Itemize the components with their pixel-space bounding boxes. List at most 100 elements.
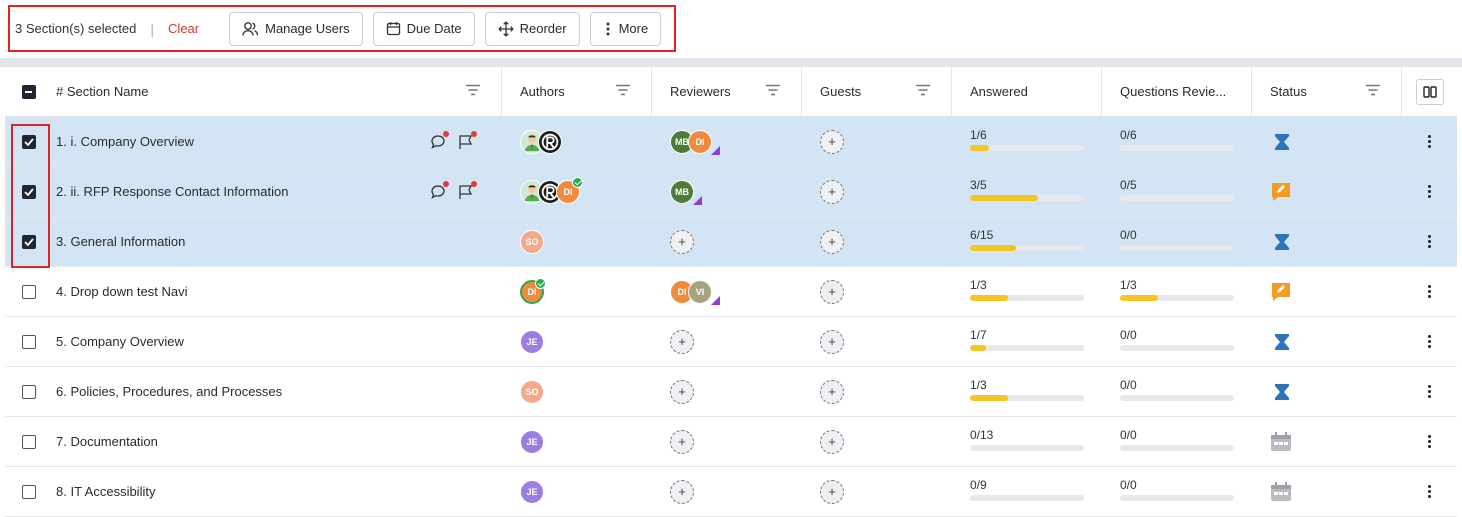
authors-cell[interactable]: DI bbox=[502, 267, 652, 316]
table-row[interactable]: 1. i. Company Overview MB DI +1/6 0/6 bbox=[5, 117, 1457, 167]
comment-icon[interactable] bbox=[430, 181, 449, 203]
row-menu-icon[interactable] bbox=[1428, 385, 1431, 398]
authors-cell[interactable] bbox=[502, 117, 652, 166]
reviewers-cell[interactable]: + bbox=[652, 467, 802, 516]
filter-icon[interactable] bbox=[1365, 84, 1381, 96]
authors-cell[interactable]: JE bbox=[502, 317, 652, 366]
section-name[interactable]: 6. Policies, Procedures, and Processes bbox=[56, 384, 283, 399]
row-menu-icon[interactable] bbox=[1428, 435, 1431, 448]
filter-icon[interactable] bbox=[765, 84, 781, 96]
row-menu-icon[interactable] bbox=[1428, 335, 1431, 348]
table-row[interactable]: 7. Documentation JE + +0/13 0/0 bbox=[5, 417, 1457, 467]
section-name-cell[interactable]: 8. IT Accessibility bbox=[52, 467, 502, 516]
header-answered[interactable]: Answered bbox=[952, 67, 1102, 116]
row-menu-icon[interactable] bbox=[1428, 135, 1431, 148]
filter-icon[interactable] bbox=[465, 84, 481, 96]
row-checkbox[interactable] bbox=[21, 484, 36, 499]
section-name-cell[interactable]: 3. General Information bbox=[52, 217, 502, 266]
add-guest-button[interactable]: + bbox=[820, 479, 844, 504]
section-name[interactable]: 4. Drop down test Navi bbox=[56, 284, 188, 299]
reviewers-cell[interactable]: MB DI bbox=[652, 117, 802, 166]
section-name-cell[interactable]: 1. i. Company Overview bbox=[52, 117, 502, 166]
row-checkbox[interactable] bbox=[21, 434, 36, 449]
add-reviewer-button[interactable]: + bbox=[670, 329, 694, 354]
clear-selection-link[interactable]: Clear bbox=[168, 21, 200, 36]
section-name[interactable]: 3. General Information bbox=[56, 234, 186, 249]
header-reviewers[interactable]: Reviewers bbox=[652, 67, 802, 116]
authors-cell[interactable]: JE bbox=[502, 467, 652, 516]
header-questions-reviewed[interactable]: Questions Revie... bbox=[1102, 67, 1252, 116]
edit-status-icon bbox=[1270, 182, 1292, 202]
reviewers-cell[interactable]: + bbox=[652, 417, 802, 466]
section-name[interactable]: 1. i. Company Overview bbox=[56, 134, 194, 149]
answered-progress-fill bbox=[970, 195, 1039, 201]
table-row[interactable]: 2. ii. RFP Response Contact Information D… bbox=[5, 167, 1457, 217]
row-checkbox[interactable] bbox=[21, 384, 36, 399]
table-row[interactable]: 3. General Information SO + +6/15 0/0 bbox=[5, 217, 1457, 267]
role-corner-icon bbox=[693, 195, 702, 205]
section-name[interactable]: 7. Documentation bbox=[56, 434, 158, 449]
row-checkbox[interactable] bbox=[21, 134, 36, 149]
add-reviewer-button[interactable]: + bbox=[670, 229, 694, 254]
add-guest-button[interactable]: + bbox=[820, 229, 844, 254]
row-menu-icon[interactable] bbox=[1428, 185, 1431, 198]
filter-icon[interactable] bbox=[915, 84, 931, 96]
table-row[interactable]: 5. Company Overview JE + +1/7 0/0 bbox=[5, 317, 1457, 367]
more-button[interactable]: More bbox=[589, 11, 662, 46]
header-guests[interactable]: Guests bbox=[802, 67, 952, 116]
add-guest-button[interactable]: + bbox=[820, 279, 844, 304]
header-authors[interactable]: Authors bbox=[502, 67, 652, 116]
section-name-cell[interactable]: 6. Policies, Procedures, and Processes bbox=[52, 367, 502, 416]
column-settings-button[interactable] bbox=[1415, 78, 1444, 105]
add-reviewer-button[interactable]: + bbox=[670, 479, 694, 504]
row-checkbox[interactable] bbox=[21, 284, 36, 299]
filter-icon[interactable] bbox=[615, 84, 631, 96]
reorder-button[interactable]: Reorder bbox=[484, 11, 580, 46]
header-status[interactable]: Status bbox=[1252, 67, 1402, 116]
reviewers-cell[interactable]: + bbox=[652, 217, 802, 266]
table-row[interactable]: 4. Drop down test Navi DI DI VI +1/3 1/3 bbox=[5, 267, 1457, 317]
row-checkbox-cell bbox=[5, 367, 52, 416]
add-reviewer-button[interactable]: + bbox=[670, 379, 694, 404]
section-name[interactable]: 5. Company Overview bbox=[56, 334, 184, 349]
reviewed-progress-bar bbox=[1120, 445, 1234, 451]
section-name-cell[interactable]: 4. Drop down test Navi bbox=[52, 267, 502, 316]
row-checkbox[interactable] bbox=[21, 184, 36, 199]
section-name-cell[interactable]: 5. Company Overview bbox=[52, 317, 502, 366]
authors-cell[interactable]: JE bbox=[502, 417, 652, 466]
reviewers-cell[interactable]: DI VI bbox=[652, 267, 802, 316]
comment-icon[interactable] bbox=[430, 131, 449, 153]
authors-cell[interactable]: SO bbox=[502, 217, 652, 266]
add-guest-button[interactable]: + bbox=[820, 129, 844, 154]
select-all-checkbox[interactable] bbox=[21, 84, 36, 99]
table-row[interactable]: 8. IT Accessibility JE + +0/9 0/0 bbox=[5, 467, 1457, 517]
reviewed-count: 1/3 bbox=[1120, 278, 1137, 292]
row-checkbox[interactable] bbox=[21, 334, 36, 349]
add-guest-button[interactable]: + bbox=[820, 379, 844, 404]
flag-icon[interactable] bbox=[458, 131, 477, 153]
reviewers-cell[interactable]: MB bbox=[652, 167, 802, 216]
row-menu-icon[interactable] bbox=[1428, 485, 1431, 498]
row-menu-icon[interactable] bbox=[1428, 285, 1431, 298]
reviewed-progress-bar bbox=[1120, 395, 1234, 401]
due-date-button[interactable]: Due Date bbox=[372, 11, 475, 46]
authors-cell[interactable]: SO bbox=[502, 367, 652, 416]
section-name-cell[interactable]: 2. ii. RFP Response Contact Information bbox=[52, 167, 502, 216]
section-name-cell[interactable]: 7. Documentation bbox=[52, 417, 502, 466]
row-checkbox[interactable] bbox=[21, 234, 36, 249]
add-guest-button[interactable]: + bbox=[820, 179, 844, 204]
row-menu-icon[interactable] bbox=[1428, 235, 1431, 248]
reviewers-cell[interactable]: + bbox=[652, 317, 802, 366]
section-name[interactable]: 8. IT Accessibility bbox=[56, 484, 156, 499]
add-reviewer-button[interactable]: + bbox=[670, 429, 694, 454]
table-row[interactable]: 6. Policies, Procedures, and Processes SO… bbox=[5, 367, 1457, 417]
authors-cell[interactable]: DI bbox=[502, 167, 652, 216]
separator: | bbox=[150, 20, 155, 37]
section-name[interactable]: 2. ii. RFP Response Contact Information bbox=[56, 184, 289, 199]
manage-users-button[interactable]: Manage Users bbox=[229, 11, 363, 46]
flag-icon[interactable] bbox=[458, 181, 477, 203]
add-guest-button[interactable]: + bbox=[820, 329, 844, 354]
add-guest-button[interactable]: + bbox=[820, 429, 844, 454]
reviewers-cell[interactable]: + bbox=[652, 367, 802, 416]
header-section-name[interactable]: # Section Name bbox=[52, 67, 502, 116]
